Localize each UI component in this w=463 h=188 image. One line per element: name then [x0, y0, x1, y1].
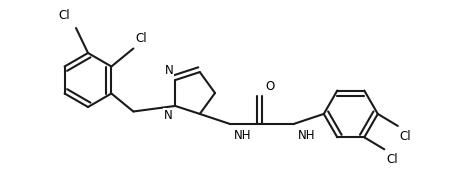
Text: NH: NH	[297, 129, 315, 142]
Text: N: N	[163, 109, 172, 122]
Text: Cl: Cl	[399, 130, 411, 143]
Text: N: N	[164, 64, 173, 77]
Text: O: O	[265, 80, 275, 93]
Text: Cl: Cl	[386, 153, 397, 166]
Text: Cl: Cl	[135, 32, 147, 45]
Text: NH: NH	[233, 129, 251, 142]
Text: Cl: Cl	[58, 9, 70, 22]
